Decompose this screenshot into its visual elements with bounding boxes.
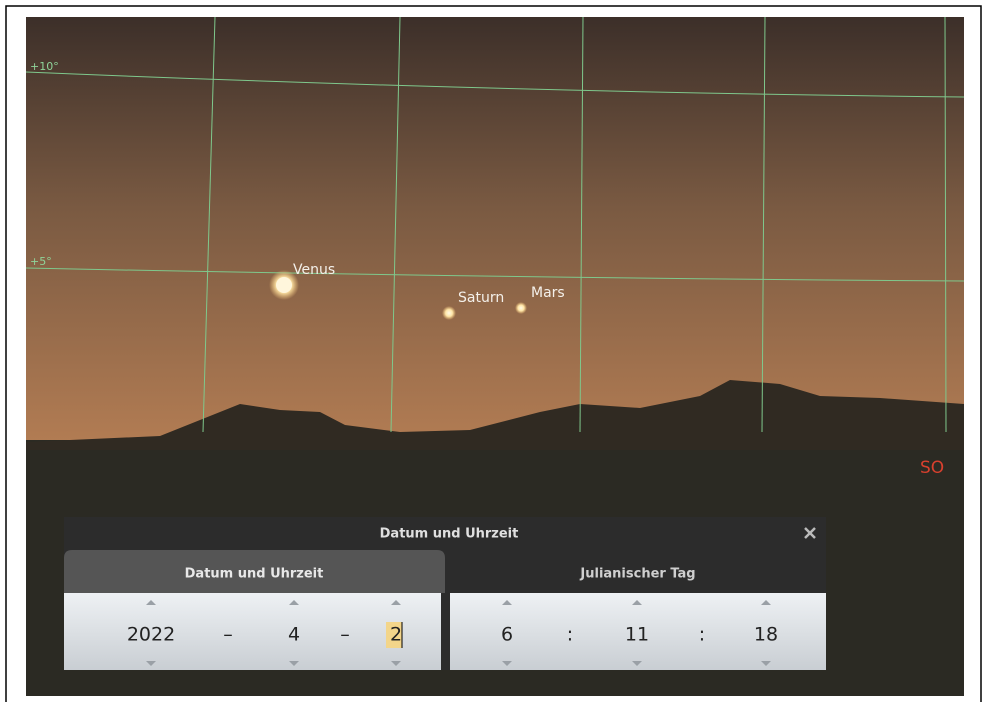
separator: :: [567, 624, 573, 646]
frame: [5, 5, 982, 702]
separator: –: [340, 624, 350, 646]
spin-arrow[interactable]: [391, 600, 401, 605]
spin-arrow[interactable]: [761, 661, 771, 666]
tab-label[interactable]: Datum und Uhrzeit: [185, 567, 324, 582]
treeline: [26, 380, 964, 450]
tab-label[interactable]: Julianischer Tag: [579, 567, 695, 582]
selection: [386, 622, 402, 648]
spin-arrow[interactable]: [146, 600, 156, 605]
day-field[interactable]: 2: [390, 624, 402, 646]
second-field[interactable]: 18: [754, 624, 778, 646]
planet: [515, 302, 527, 314]
dialog-title: Datum und Uhrzeit: [380, 527, 519, 542]
spin-arrow[interactable]: [146, 661, 156, 666]
spin-arrow[interactable]: [289, 661, 299, 666]
spin-arrow[interactable]: [632, 661, 642, 666]
spin-arrow[interactable]: [502, 600, 512, 605]
separator: –: [223, 624, 233, 646]
month-field[interactable]: 4: [288, 624, 300, 646]
object-label: Mars: [531, 285, 565, 301]
spin-arrow[interactable]: [761, 600, 771, 605]
hour-field[interactable]: 6: [501, 624, 513, 646]
grid-label: +5°: [30, 255, 52, 268]
separator: :: [699, 624, 705, 646]
close-button[interactable]: [804, 527, 816, 539]
spin-arrow[interactable]: [391, 661, 401, 666]
date-time-dialog: Datum und Uhrzeit Datum und Uhrzeit Juli…: [64, 517, 826, 670]
object-label: Saturn: [458, 290, 504, 306]
grid: [25, 16, 965, 433]
spin-arrow[interactable]: [632, 600, 642, 605]
time-panel: [450, 593, 826, 670]
tab-active[interactable]: [64, 550, 445, 593]
compass-label: SO: [920, 458, 944, 478]
planet: [442, 306, 456, 320]
spin-arrows[interactable]: [146, 600, 771, 666]
planet-core: [276, 277, 292, 293]
minute-field[interactable]: 11: [625, 624, 649, 646]
object-label: Venus: [293, 262, 335, 278]
spin-arrow[interactable]: [289, 600, 299, 605]
sky: [26, 17, 964, 442]
grid-label: +10°: [30, 60, 59, 73]
date-panel: [64, 593, 441, 670]
year-field[interactable]: 2022: [127, 624, 175, 646]
spin-arrow[interactable]: [502, 661, 512, 666]
